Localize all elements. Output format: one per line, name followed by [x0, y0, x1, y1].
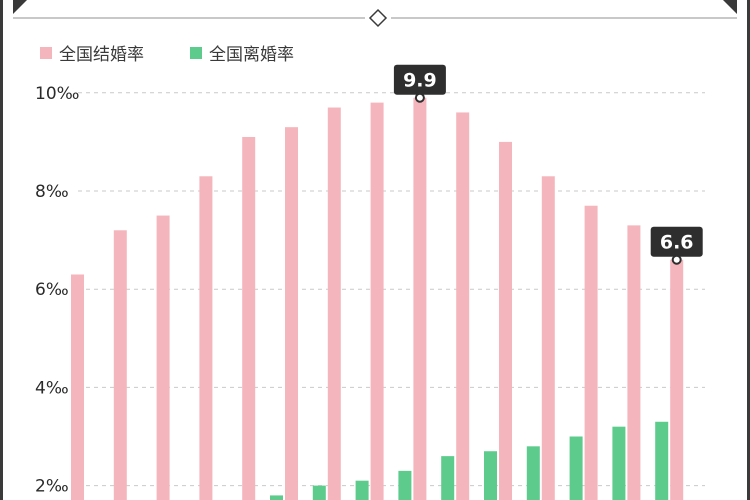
y-tick-label: 10‰: [35, 84, 79, 104]
marriage-rate-bar: [456, 112, 470, 500]
value-point-marker: [414, 92, 425, 103]
corner-bracket-icon: [13, 0, 27, 14]
value-callout-box: [650, 226, 703, 257]
marriage-rate-bar: [413, 97, 427, 500]
divorce-rate-bar: [441, 456, 455, 500]
marriage-rate-bar: [156, 215, 170, 500]
marriage-rate-bar: [71, 274, 84, 500]
value-callout-label: 6.6: [660, 232, 694, 254]
marriage-rate-bar: [627, 225, 641, 500]
annotations: 9.9 6.6: [393, 64, 703, 265]
grid: [78, 92, 705, 487]
divorce-rate-bar: [312, 485, 326, 500]
y-tick-label: 4‰: [35, 378, 69, 398]
legend-swatch-marriage: [40, 47, 52, 59]
marriage-rate-bar: [199, 176, 213, 500]
divorce-rate-bar: [569, 436, 583, 500]
marriage-rate-bar: [327, 107, 341, 500]
divorce-rate-bar: [355, 480, 369, 500]
legend-label-divorce: 全国离婚率: [209, 45, 294, 65]
y-tick-label: 6‰: [35, 280, 69, 300]
marriage-rate-bar: [285, 127, 298, 500]
divorce-rate-bar: [655, 421, 669, 500]
marriage-rate-bar: [370, 102, 384, 500]
value-callout-box: [393, 64, 446, 95]
divorce-rate-bar: [526, 446, 540, 500]
marriage-rate-bar: [541, 176, 555, 500]
legend: 全国结婚率 全国离婚率: [40, 45, 294, 65]
marriage-rate-bar: [113, 230, 127, 500]
divorce-rate-bar: [484, 451, 497, 500]
diamond-icon: [368, 8, 388, 28]
corner-bracket-icon: [723, 0, 737, 14]
value-callout-label: 9.9: [403, 70, 437, 92]
marriage-rate-bar: [499, 141, 512, 500]
value-point-marker: [671, 254, 682, 265]
legend-swatch-divorce: [190, 47, 202, 59]
marriage-rate-bar: [242, 136, 256, 500]
bars: [71, 97, 684, 500]
top-ornament: [13, 0, 737, 28]
marriage-rate-bar: [670, 259, 684, 500]
divorce-rate-bar: [612, 426, 626, 500]
legend-label-marriage: 全国结婚率: [59, 45, 144, 65]
y-tick-label: 2‰: [35, 477, 69, 497]
chart-svg: 全国结婚率 全国离婚率 2‰ 4‰ 6‰ 8‰ 10‰ 9.9 6.6: [13, 0, 737, 500]
marriage-rate-bar: [584, 205, 598, 500]
y-axis-ticks: 2‰ 4‰ 6‰ 8‰ 10‰: [35, 84, 79, 497]
y-tick-label: 8‰: [35, 182, 69, 202]
divorce-rate-bar: [398, 470, 412, 500]
divorce-rate-bar: [270, 495, 283, 500]
